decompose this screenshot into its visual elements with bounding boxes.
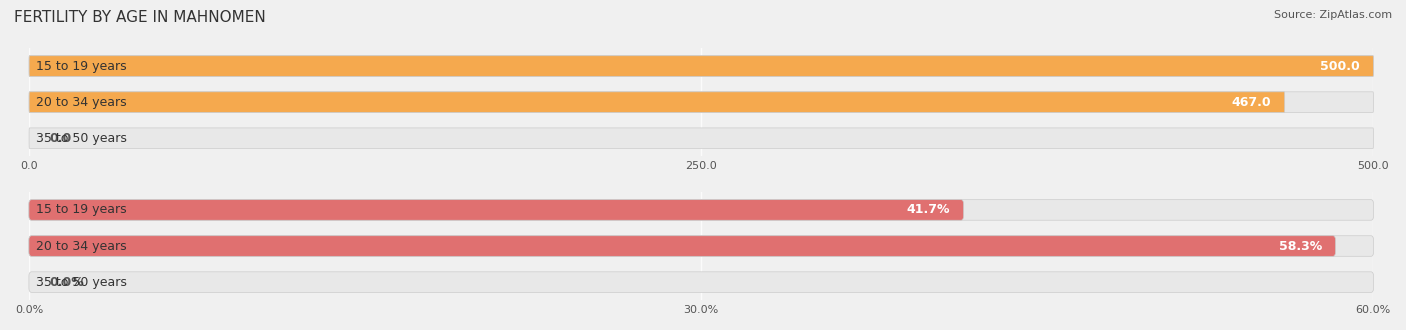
Text: 20 to 34 years: 20 to 34 years [35,240,127,252]
FancyBboxPatch shape [30,56,1374,76]
Text: 500.0: 500.0 [1320,59,1360,73]
Text: 35 to 50 years: 35 to 50 years [35,132,127,145]
Text: 0.0%: 0.0% [49,276,84,289]
Text: 467.0: 467.0 [1232,96,1271,109]
FancyBboxPatch shape [30,56,1374,76]
FancyBboxPatch shape [30,92,1285,113]
FancyBboxPatch shape [30,128,1374,148]
Text: 0.0: 0.0 [49,132,72,145]
Text: 15 to 19 years: 15 to 19 years [35,59,127,73]
Text: Source: ZipAtlas.com: Source: ZipAtlas.com [1274,10,1392,20]
Text: 15 to 19 years: 15 to 19 years [35,204,127,216]
Text: 20 to 34 years: 20 to 34 years [35,96,127,109]
Text: 41.7%: 41.7% [907,204,950,216]
FancyBboxPatch shape [30,272,1374,292]
Text: 58.3%: 58.3% [1278,240,1322,252]
FancyBboxPatch shape [30,200,1374,220]
Text: 35 to 50 years: 35 to 50 years [35,276,127,289]
FancyBboxPatch shape [30,200,963,220]
Text: FERTILITY BY AGE IN MAHNOMEN: FERTILITY BY AGE IN MAHNOMEN [14,10,266,25]
FancyBboxPatch shape [30,236,1336,256]
FancyBboxPatch shape [30,92,1374,113]
FancyBboxPatch shape [30,236,1374,256]
